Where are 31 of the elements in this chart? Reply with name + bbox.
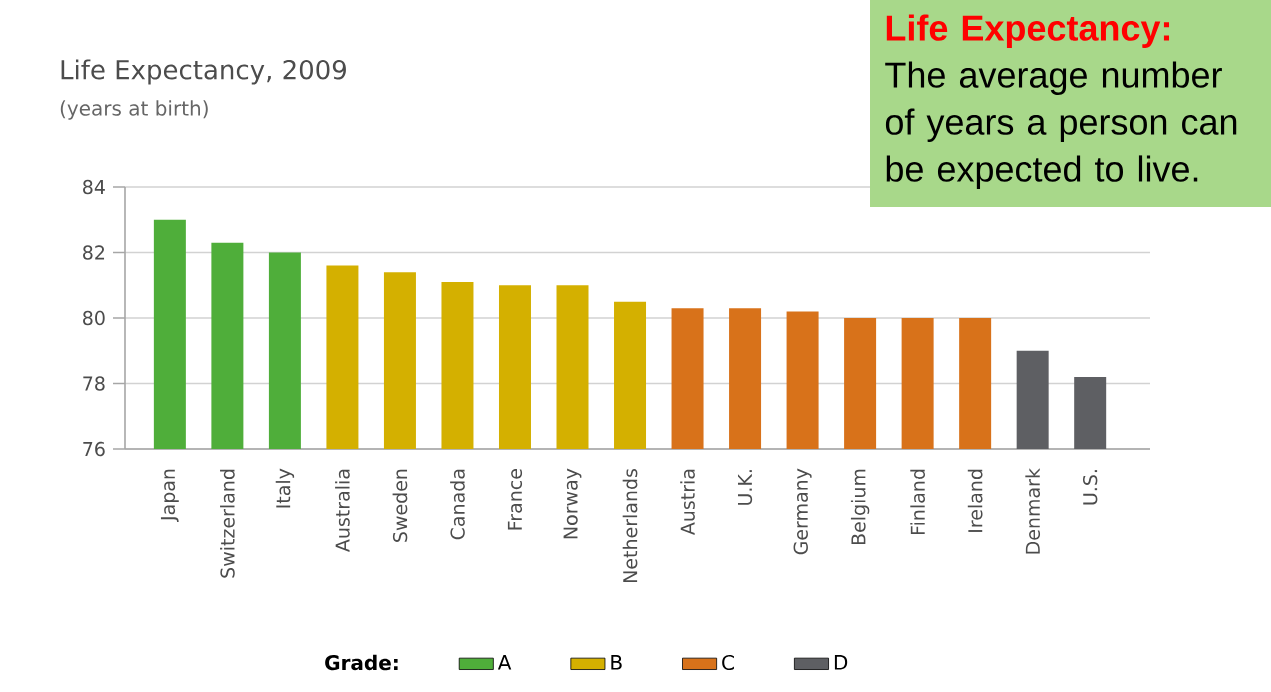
x-tick-label: France — [507, 469, 523, 530]
legend-label: B — [611, 655, 622, 670]
x-tick-label: Canada — [450, 469, 465, 540]
x-tick-label: U.S. — [1082, 470, 1098, 505]
x-tick-label: Italy — [275, 468, 295, 508]
x-tick-label: Belgium — [850, 469, 870, 545]
x-tick-label: Netherlands — [622, 468, 638, 583]
legend-label: C — [722, 654, 734, 671]
x-tick-label: Germany — [793, 468, 812, 555]
legend-label: A — [497, 655, 512, 670]
x-tick-label: U.K. — [737, 470, 753, 505]
x-tick-label: Ireland — [967, 469, 983, 532]
x-tick-label: Austria — [680, 469, 695, 536]
text: Life Expectancy: — [886, 14, 1170, 48]
chart-subtitle: (years at birth) — [60, 100, 208, 120]
x-tick-label: Denmark — [1025, 468, 1041, 554]
y-tick-label: 80 — [83, 310, 105, 326]
x-tick-label: Switzerland — [220, 469, 235, 578]
x-tick-label: Norway — [563, 468, 582, 539]
legend-label: D — [834, 655, 848, 670]
x-tick-label: Japan — [160, 469, 179, 523]
legend-title: Grade: — [325, 654, 398, 671]
y-tick-label: 78 — [83, 376, 105, 391]
y-tick-label: 76 — [83, 441, 105, 457]
x-tick-label: Finland — [910, 469, 925, 535]
chart-title: Life Expectancy, 2009 — [61, 59, 346, 85]
annotation: The average number of years a person can be expected to live. — [885, 61, 1237, 189]
y-tick-label: 82 — [83, 245, 105, 260]
x-tick-label: Australia — [335, 469, 350, 552]
y-tick-label: 84 — [83, 179, 105, 195]
x-tick-label: Sweden — [392, 469, 408, 542]
